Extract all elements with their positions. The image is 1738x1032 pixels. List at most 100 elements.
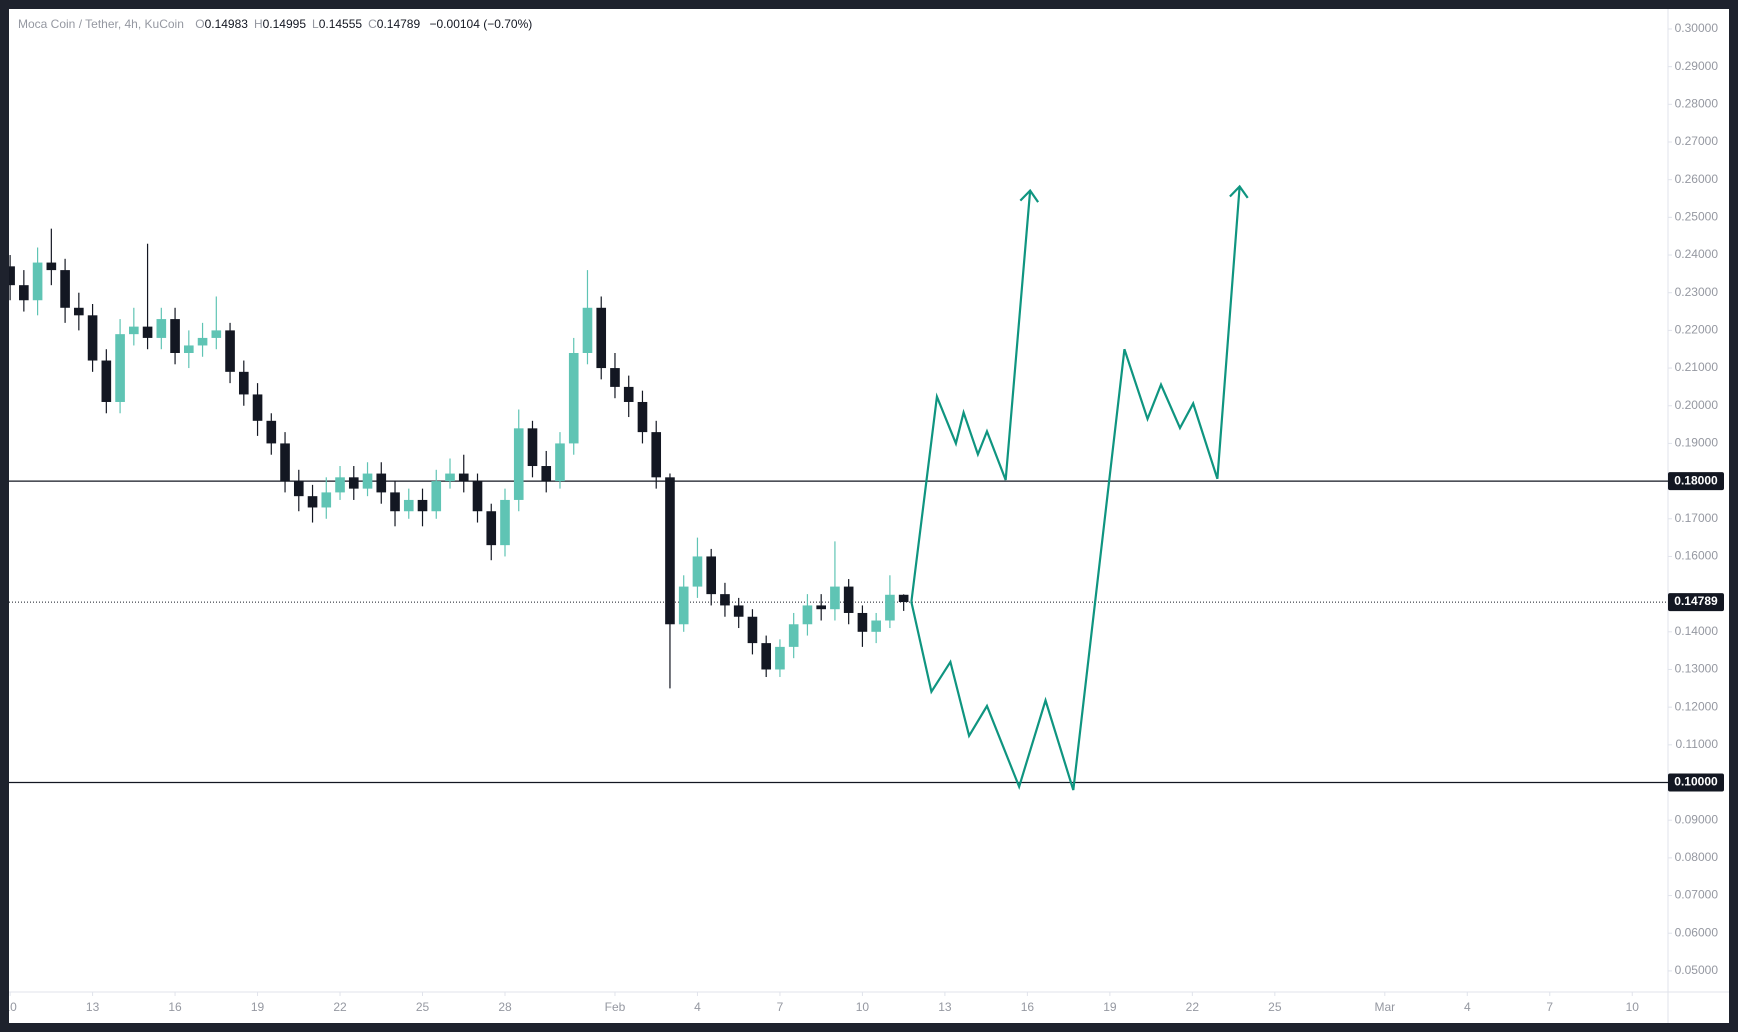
x-tick-label: 25 xyxy=(1268,1000,1282,1014)
x-tick-label: Mar xyxy=(1374,1000,1395,1014)
y-tick-label: 0.30000 xyxy=(1675,21,1719,35)
x-tick-label: 13 xyxy=(86,1000,100,1014)
chart-background xyxy=(9,9,1729,1023)
ohlc-value: 0.14983 xyxy=(205,17,249,31)
candle-body xyxy=(843,586,854,613)
header: Moca Coin / Tether, 4h, KuCoin O0.14983 H… xyxy=(18,17,532,31)
y-tick-label: 0.21000 xyxy=(1675,360,1719,374)
candle-body xyxy=(747,616,758,644)
candle-body xyxy=(32,262,43,301)
candle-body xyxy=(637,401,648,433)
y-tick-label: 0.16000 xyxy=(1675,549,1719,563)
x-tick-label: 4 xyxy=(694,1000,701,1014)
candle-body xyxy=(390,492,400,512)
plot-area xyxy=(9,184,1668,791)
candle-body xyxy=(321,492,332,508)
ohlc-key: H xyxy=(254,17,263,31)
candle-body xyxy=(802,605,813,625)
candle-body xyxy=(885,594,895,621)
candle-body xyxy=(651,432,662,478)
x-tick-label: 13 xyxy=(938,1000,952,1014)
candle-body xyxy=(403,499,414,512)
y-tick-label: 0.22000 xyxy=(1675,323,1719,337)
candle-body xyxy=(417,499,428,512)
candle-body xyxy=(238,371,249,395)
candle-body xyxy=(156,319,167,338)
candle-body xyxy=(568,352,579,444)
candle-body xyxy=(101,360,112,402)
candle-body xyxy=(60,270,70,308)
candle-body xyxy=(252,394,263,421)
x-tick-label: 19 xyxy=(1103,1000,1117,1014)
candle-body xyxy=(596,307,607,369)
candle-body xyxy=(527,428,538,467)
candle-body xyxy=(197,337,208,346)
candle-body xyxy=(142,326,153,338)
candle-body xyxy=(830,586,840,610)
candle-body xyxy=(445,473,455,482)
candle-body xyxy=(761,643,772,670)
candle-body xyxy=(665,477,675,625)
y-tick-label: 0.17000 xyxy=(1675,511,1719,525)
candle-body xyxy=(871,620,881,632)
candle-body xyxy=(9,266,15,286)
candle-body xyxy=(733,605,744,617)
y-tick-label: 0.06000 xyxy=(1675,925,1719,939)
candle-body xyxy=(706,556,717,595)
candle-body xyxy=(541,466,552,482)
change: −0.00104 (−0.70%) xyxy=(430,17,533,31)
x-tick-label: 25 xyxy=(416,1000,430,1014)
x-tick-label: 22 xyxy=(1186,1000,1200,1014)
candle-body xyxy=(19,285,29,301)
y-tick-label: 0.13000 xyxy=(1675,662,1719,676)
candle-body xyxy=(720,594,730,606)
x-tick-label: 10 xyxy=(1626,1000,1640,1014)
projection-path xyxy=(910,186,1241,791)
candle-body xyxy=(582,307,593,353)
candle-body xyxy=(513,428,524,500)
candle-body xyxy=(225,330,235,372)
level-label: 0.18000 xyxy=(1674,473,1718,487)
ohlc-value: 0.14555 xyxy=(319,17,363,31)
y-tick-label: 0.25000 xyxy=(1675,210,1719,224)
axes: 0.05000 0.06000 0.07000 0.08000 0.09000 0.110… xyxy=(1668,21,1724,977)
y-tick-label: 0.05000 xyxy=(1675,963,1719,977)
x-tick-label: 10 xyxy=(856,1000,870,1014)
symbol: Moca Coin / Tether, 4h, KuCoin xyxy=(18,17,184,31)
candle-body xyxy=(362,473,373,489)
x-tick-label: 10 xyxy=(3,1000,17,1014)
candle-body xyxy=(74,307,84,316)
y-tick-label: 0.14000 xyxy=(1675,624,1719,638)
x-tick-label: 16 xyxy=(1021,1000,1035,1014)
x-tick-label: 4 xyxy=(1464,1000,1471,1014)
candle-body xyxy=(431,481,442,512)
candle-body xyxy=(678,586,689,625)
candle-body xyxy=(555,443,565,482)
x-axis: 10 13 16 19 22 25 28 Feb 4 7 10 13 16 19 22 25 Mar 4 7 10 xyxy=(3,992,1640,1014)
candle-body xyxy=(623,386,634,402)
y-tick-label: 0.19000 xyxy=(1675,436,1719,450)
arrow-head xyxy=(1229,184,1249,199)
candle-body xyxy=(898,594,909,603)
y-tick-label: 0.20000 xyxy=(1675,398,1719,412)
candle-body xyxy=(857,612,868,632)
candle-body xyxy=(788,624,799,647)
candle-body xyxy=(87,315,98,361)
candle-body xyxy=(211,330,222,338)
candle-body xyxy=(170,319,180,353)
y-tick-label: 0.24000 xyxy=(1675,247,1719,261)
x-tick-label: 7 xyxy=(777,1000,784,1014)
candle-body xyxy=(500,499,510,546)
y-tick-label: 0.28000 xyxy=(1675,96,1719,110)
last-price-label: 0.14789 xyxy=(1674,594,1718,608)
ohlc-value: 0.14995 xyxy=(263,17,307,31)
candle-body xyxy=(115,334,125,402)
candle-body xyxy=(46,262,57,271)
y-tick-label: 0.11000 xyxy=(1676,737,1719,751)
projection-path xyxy=(910,190,1032,602)
x-tick-label: Feb xyxy=(605,1000,626,1014)
candle-body xyxy=(816,605,826,610)
candle-body xyxy=(610,368,620,387)
ohlc-key: L xyxy=(312,17,319,31)
